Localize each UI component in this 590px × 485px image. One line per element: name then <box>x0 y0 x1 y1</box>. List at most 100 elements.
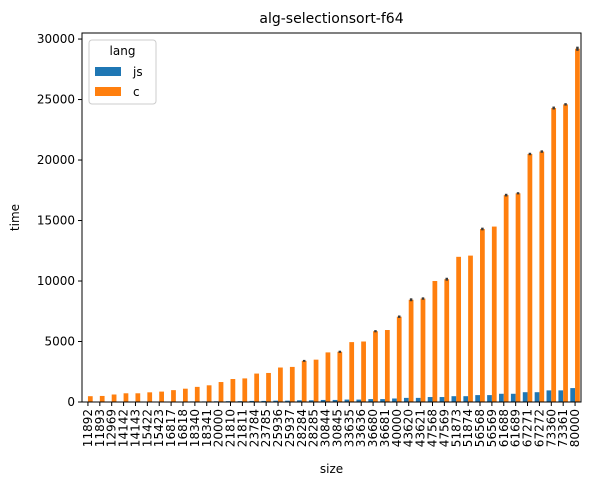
plot-frame <box>81 32 582 403</box>
bar-c-47568 <box>432 281 438 402</box>
y-tick-label: 10000 <box>37 274 75 288</box>
bar-js-33635 <box>344 399 350 402</box>
x-tick-label: 61688 <box>497 409 511 447</box>
x-tick-label: 40000 <box>390 409 404 447</box>
x-tick-label: 56568 <box>473 409 487 447</box>
bar-c-36680 <box>373 331 378 402</box>
x-tick-label: 16818 <box>176 409 190 447</box>
bar-js-30844 <box>320 399 326 402</box>
x-tick-label: 16817 <box>164 409 178 447</box>
x-tick-label: 47569 <box>437 409 451 447</box>
legend-label-c: c <box>133 85 140 99</box>
x-tick-label: 21810 <box>224 409 238 447</box>
x-tick-label: 80000 <box>568 409 582 447</box>
x-tick-label: 33636 <box>354 409 368 447</box>
x-tick-label: 51873 <box>449 409 463 447</box>
bar-c-14143 <box>135 393 141 402</box>
bar-js-36680 <box>368 399 374 402</box>
y-tick-label: 15000 <box>37 214 75 228</box>
x-tick-label: 73360 <box>544 409 558 447</box>
bar-js-33636 <box>356 399 362 402</box>
bar-c-43620 <box>408 299 414 402</box>
x-tick-label: 73361 <box>556 409 570 447</box>
bar-c-11893 <box>99 395 105 402</box>
x-tick-label: 18340 <box>188 409 202 447</box>
bar-c-43621 <box>420 298 426 402</box>
legend-swatch-c <box>95 87 121 96</box>
y-tick-label: 20000 <box>37 153 75 167</box>
bar-js-67271 <box>522 392 528 402</box>
y-tick-label: 5000 <box>44 335 75 349</box>
bar-js-51873 <box>451 396 457 402</box>
bar-js-73361 <box>558 390 564 402</box>
x-tick-label: 28285 <box>307 409 321 447</box>
bar-c-30844 <box>325 352 331 402</box>
bar-c-67272 <box>539 151 545 402</box>
legend-swatch-js <box>95 67 121 76</box>
bar-c-61689 <box>515 193 521 402</box>
bar-c-23785 <box>266 372 271 402</box>
bar-js-51874 <box>463 396 469 402</box>
bar-js-61688 <box>499 393 504 402</box>
bar-c-28284 <box>301 360 307 402</box>
x-tick-label: 43620 <box>402 409 416 447</box>
bar-c-14142 <box>123 393 129 402</box>
x-tick-label: 15422 <box>140 409 154 447</box>
x-axis-label: size <box>320 462 343 476</box>
bar-c-11892 <box>87 396 93 402</box>
x-tick-label: 15423 <box>152 409 166 447</box>
y-tick-label: 0 <box>67 395 75 409</box>
bar-c-30845 <box>337 351 343 402</box>
bar-c-23784 <box>254 373 260 402</box>
bar-c-21811 <box>242 378 248 402</box>
bar-c-16818 <box>182 388 188 402</box>
bar-c-51874 <box>468 255 473 402</box>
x-tick-label: 51874 <box>461 409 475 447</box>
x-tick-label: 23784 <box>247 409 261 447</box>
x-tick-label: 20000 <box>212 409 226 447</box>
y-tick-label: 30000 <box>37 32 75 46</box>
x-tick-label: 30844 <box>319 409 333 447</box>
x-tick-label: 25937 <box>283 409 297 447</box>
x-tick-label: 61689 <box>509 409 523 447</box>
bar-js-23785 <box>261 400 267 402</box>
bar-js-30845 <box>332 399 338 402</box>
x-tick-label: 36681 <box>378 409 392 447</box>
bar-c-21810 <box>230 379 236 402</box>
x-tick-label: 30845 <box>330 409 344 447</box>
bar-js-28284 <box>297 400 302 402</box>
bar-js-73360 <box>546 390 552 402</box>
bar-js-25936 <box>273 400 279 402</box>
bar-c-73361 <box>563 104 568 403</box>
bar-c-20000 <box>218 382 224 402</box>
bar-c-36681 <box>384 330 390 402</box>
x-tick-label: 14142 <box>117 409 131 447</box>
x-tick-label: 67272 <box>532 409 546 447</box>
x-tick-label: 21811 <box>235 409 249 447</box>
bar-c-40000 <box>396 316 402 402</box>
bar-c-15422 <box>147 392 153 402</box>
y-axis-label: time <box>8 204 22 231</box>
bar-c-47569 <box>444 279 450 402</box>
bar-js-80000 <box>570 388 576 402</box>
bar-c-25937 <box>289 366 295 402</box>
x-tick-label: 28284 <box>295 409 309 447</box>
legend-title: lang <box>110 44 136 58</box>
error-bars-layer <box>302 46 579 362</box>
x-tick-label: 11893 <box>93 409 107 447</box>
bar-js-23784 <box>249 400 255 402</box>
bar-c-18340 <box>194 386 200 402</box>
x-tick-label: 14143 <box>128 409 142 447</box>
x-tick-label: 67271 <box>521 409 535 447</box>
x-tick-label: 23785 <box>259 409 273 447</box>
bar-js-47569 <box>439 397 445 402</box>
bar-js-40000 <box>392 398 397 402</box>
bar-c-56569 <box>491 226 497 402</box>
chart-title: alg-selectionsort-f64 <box>259 11 403 27</box>
bar-js-43621 <box>415 397 421 402</box>
bar-c-33636 <box>361 341 366 402</box>
bar-c-51873 <box>456 256 462 402</box>
legend-label-js: js <box>132 65 143 79</box>
